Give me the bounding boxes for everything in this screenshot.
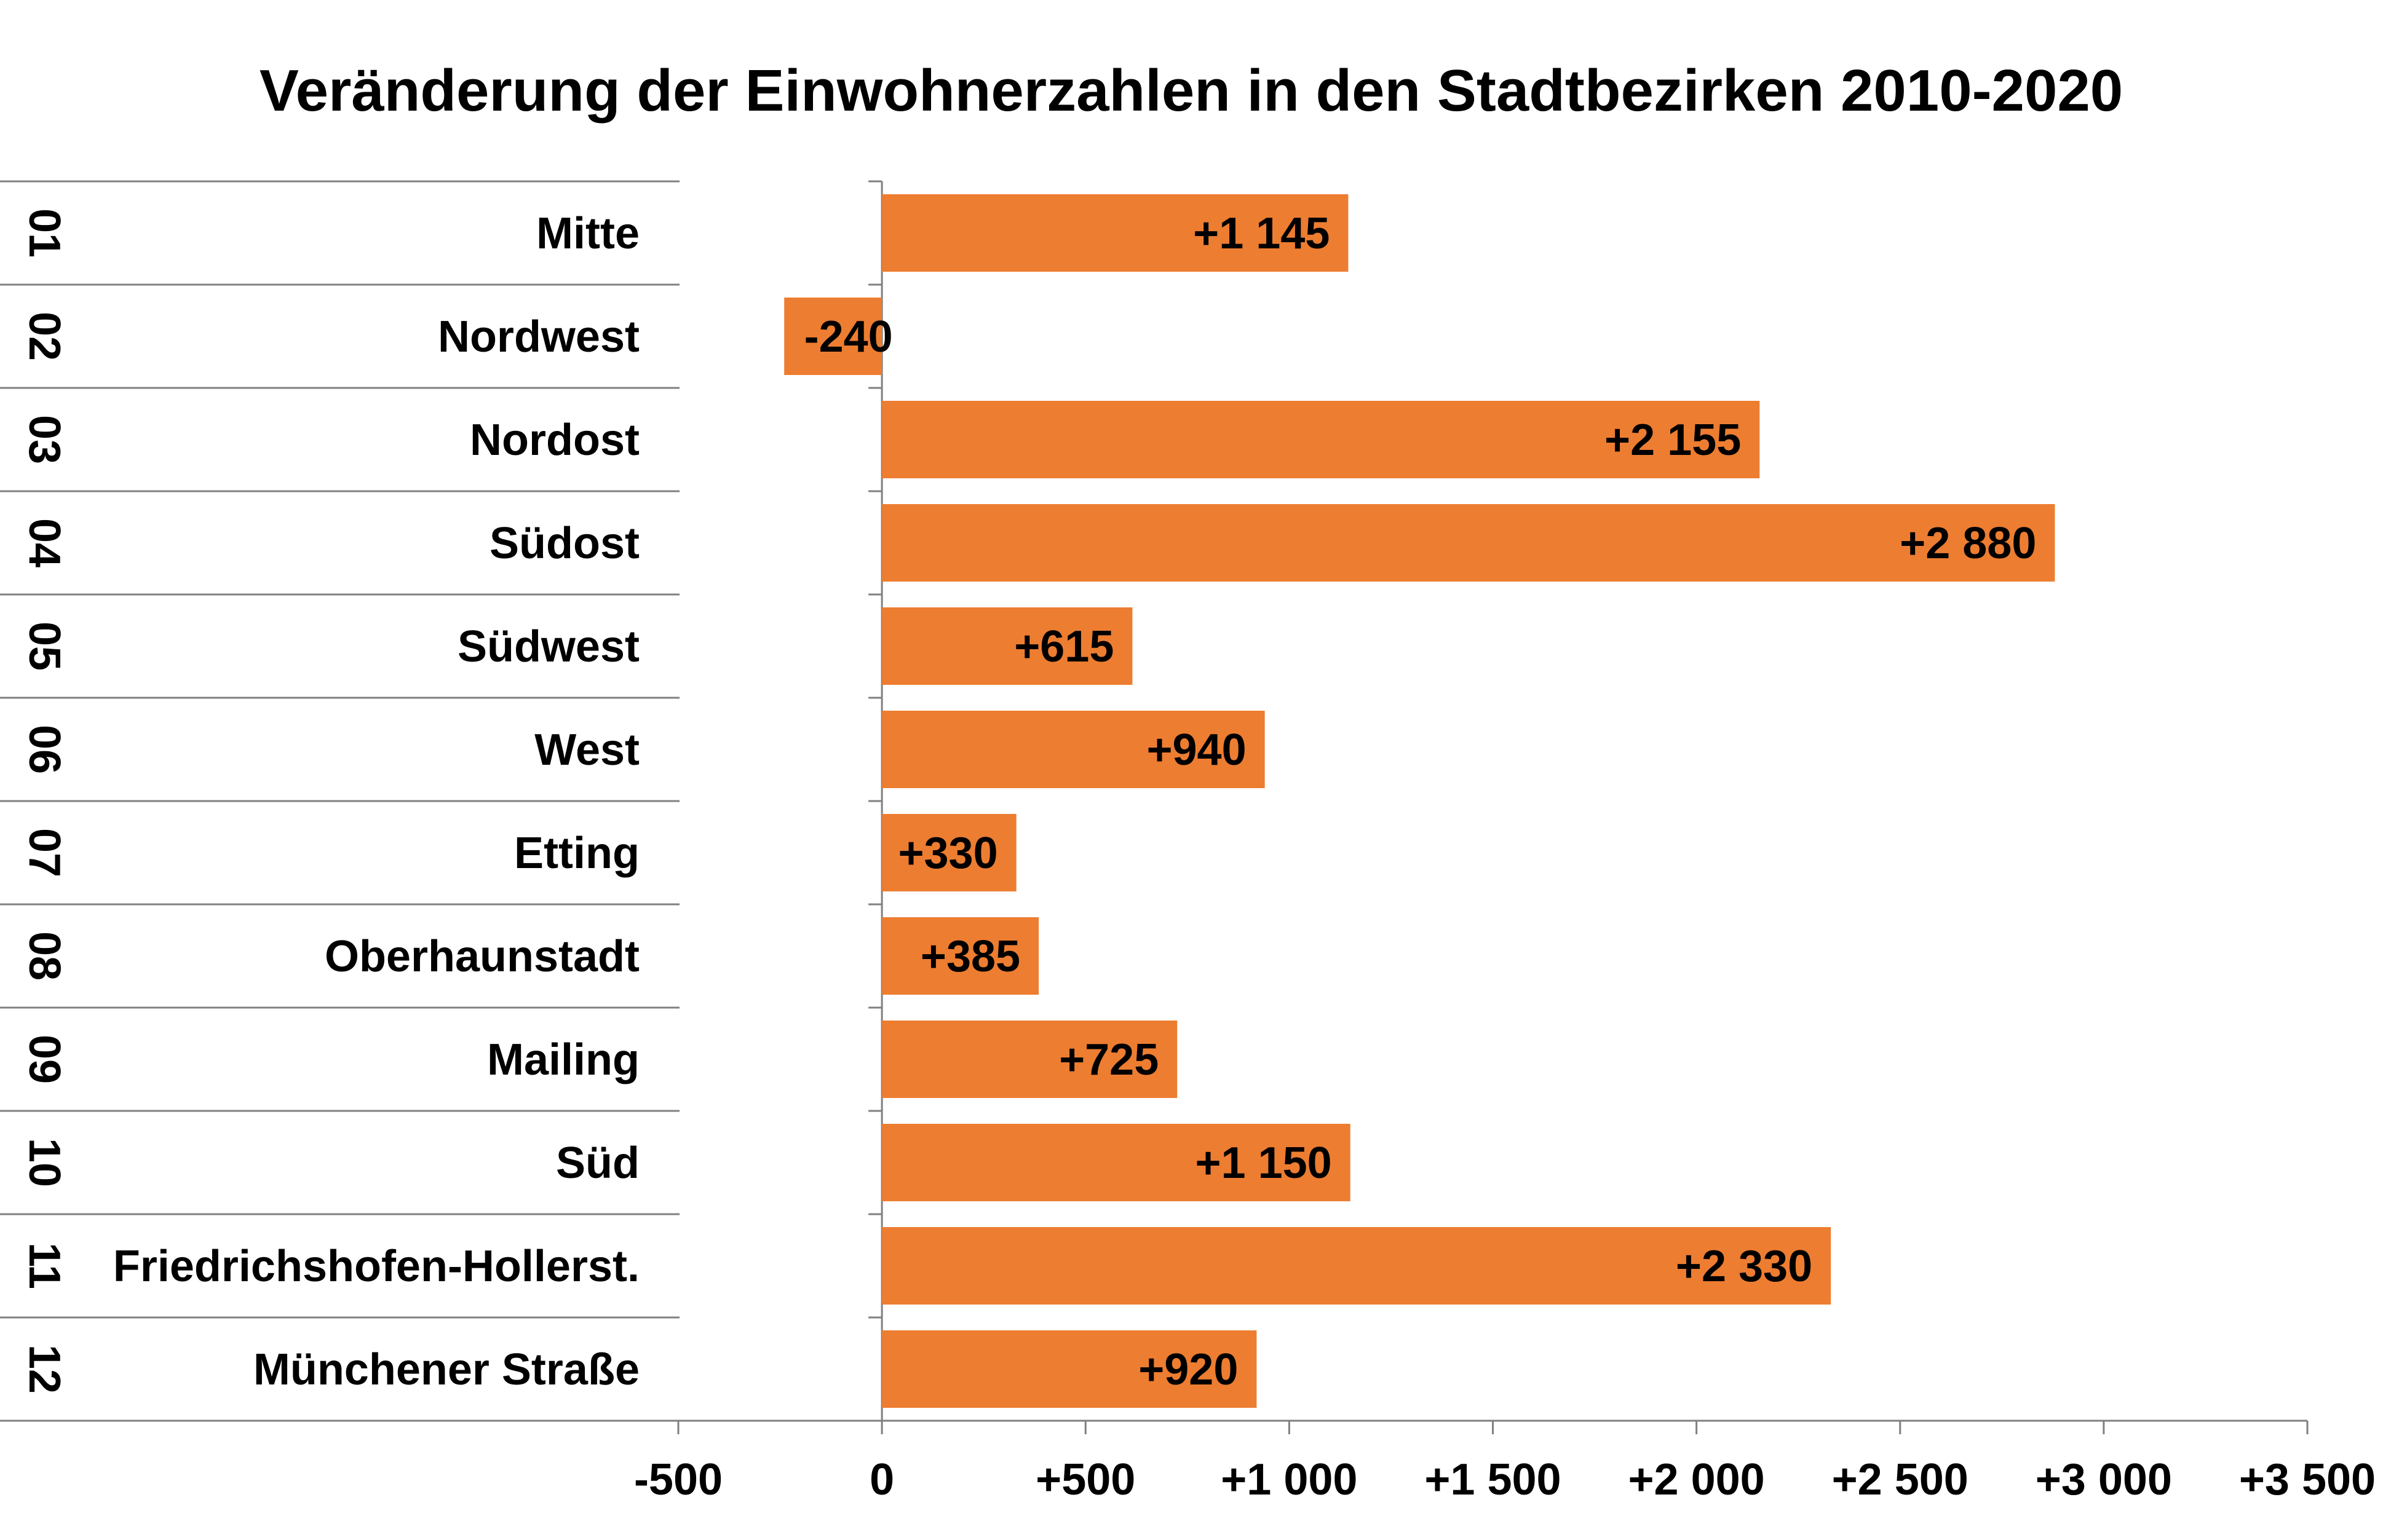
category-label: Nordost [470, 416, 640, 465]
district-code: 03 [20, 415, 69, 464]
category-label: Südost [490, 519, 640, 568]
category-label: Süd [556, 1139, 640, 1188]
data-label: -240 [804, 312, 893, 361]
x-tick-label: +2 500 [1832, 1455, 1969, 1504]
bar [882, 1330, 1257, 1408]
district-code: 06 [20, 725, 69, 774]
category-label: Etting [514, 829, 640, 878]
x-tick-label: -500 [634, 1455, 723, 1504]
x-tick-label: +1 500 [1424, 1455, 1561, 1504]
bar [882, 607, 1133, 685]
district-code: 01 [20, 208, 69, 258]
data-label: +2 155 [1604, 416, 1741, 465]
category-label: Oberhaunstadt [325, 932, 640, 981]
data-label: +2 880 [1900, 519, 2036, 568]
data-label: +615 [1014, 622, 1114, 671]
bar [882, 401, 1760, 478]
x-axis: -500 0 +500 +1 000 +1 500 +2 000 +2 500 +3 000 +… [0, 180, 2376, 1504]
category-label: Nordwest [438, 312, 640, 361]
data-label: +330 [898, 829, 997, 878]
category-label: Südwest [458, 622, 640, 671]
district-code: 04 [20, 518, 69, 567]
district-code: 12 [20, 1345, 69, 1394]
district-code: 02 [20, 312, 69, 361]
data-label: +725 [1059, 1035, 1159, 1084]
data-label: +1 145 [1193, 209, 1330, 258]
district-code: 07 [20, 828, 69, 877]
x-tick-label: +3 000 [2036, 1455, 2172, 1504]
district-code: 08 [20, 931, 69, 981]
chart-title: Veränderung der Einwohnerzahlen in den S… [260, 58, 2123, 124]
district-code: 11 [20, 1242, 69, 1289]
bar [882, 504, 2055, 582]
district-code: 10 [20, 1138, 69, 1187]
category-label: West [534, 725, 640, 775]
bar [882, 1227, 1831, 1305]
category-label: Mitte [536, 209, 640, 258]
x-tick-label: 0 [870, 1455, 894, 1504]
district-code: 09 [20, 1035, 69, 1084]
category-label: Friedrichshofen-Hollerst. [113, 1242, 640, 1291]
district-code: 05 [20, 622, 69, 671]
category-table: 01 Mitte 02 Nordwest 03 Nordost 04 Südost 05 Südw… [0, 180, 680, 1422]
data-label: +920 [1138, 1345, 1238, 1394]
category-label: Mailing [487, 1035, 640, 1084]
x-tick-label: +2 000 [1628, 1455, 1765, 1504]
bar [882, 1021, 1178, 1098]
data-label: +940 [1146, 725, 1246, 775]
data-label: +385 [921, 932, 1020, 981]
x-tick-label: +3 500 [2239, 1455, 2376, 1504]
bar [882, 711, 1265, 788]
bar-series: +1 145 -240 +2 155 +2 880 +615 +940 +330 +385 +7… [784, 194, 2055, 1408]
x-tick-label: +1 000 [1221, 1455, 1357, 1504]
bar [882, 194, 1349, 272]
x-tick-label: +500 [1036, 1455, 1135, 1504]
bar [882, 814, 1017, 891]
bar [882, 917, 1039, 995]
data-label: +2 330 [1676, 1242, 1812, 1291]
category-label: Münchener Straße [253, 1345, 640, 1394]
bar [784, 298, 882, 375]
data-label: +1 150 [1195, 1139, 1331, 1188]
bar [882, 1124, 1350, 1201]
